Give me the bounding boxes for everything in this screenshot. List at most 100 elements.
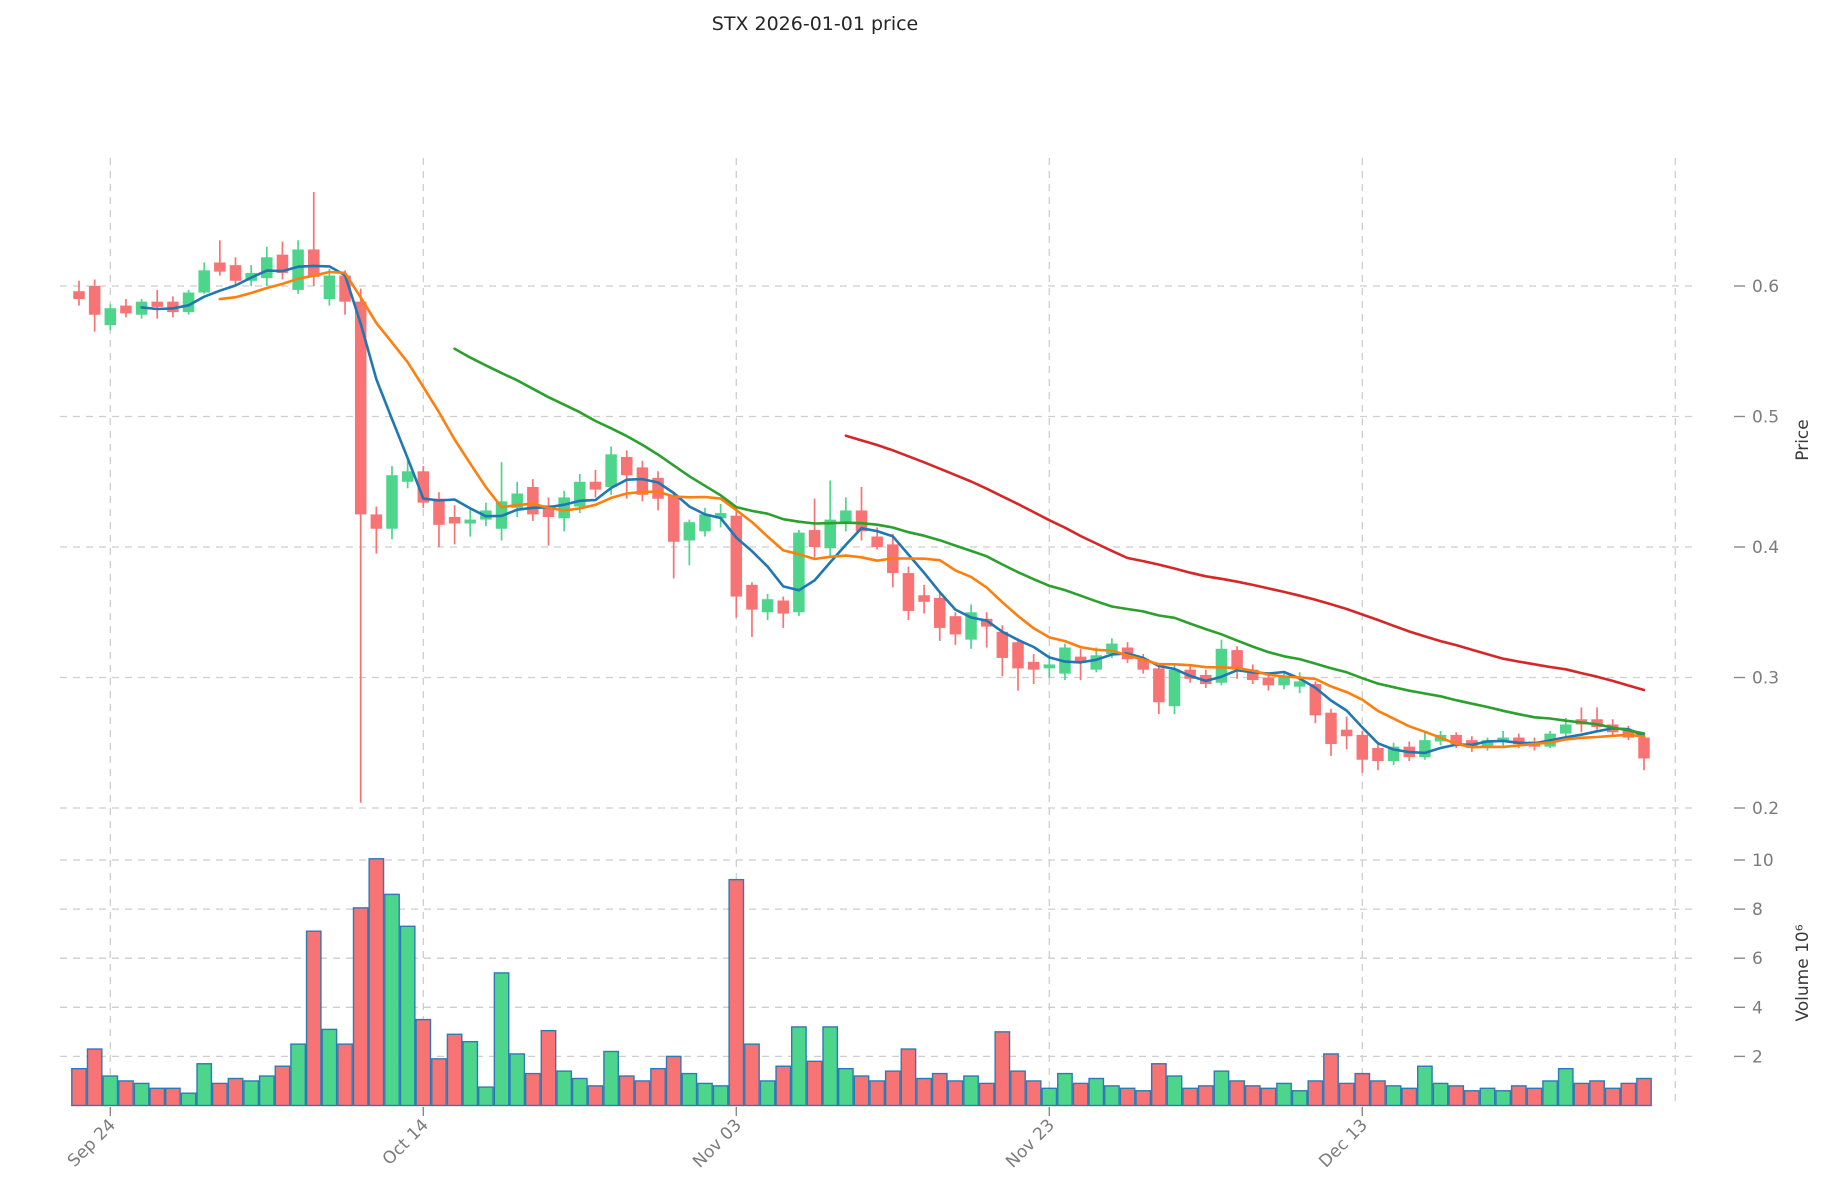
candle-body-down xyxy=(918,595,930,602)
volume-bar-down xyxy=(1573,1082,1590,1107)
volume-bar-down xyxy=(164,1087,181,1107)
volume-bar-down xyxy=(978,1082,995,1107)
candle-body-up xyxy=(104,308,117,326)
candle-body-up xyxy=(1560,724,1572,734)
candle-body-down xyxy=(448,516,461,524)
candle-body-up xyxy=(605,454,617,487)
candle-body-up xyxy=(761,599,774,613)
candle-body-down xyxy=(433,498,445,525)
volume-bar-up xyxy=(681,1072,698,1107)
volume-bar-down xyxy=(1401,1087,1418,1107)
volume-bar-up xyxy=(712,1085,729,1107)
candle-body-up xyxy=(1278,676,1290,686)
volume-bar-up xyxy=(1495,1090,1512,1107)
chart-title: STX 2026-01-01 price xyxy=(712,13,918,35)
volume-bar-up xyxy=(321,1028,338,1107)
candle-body-up xyxy=(386,475,398,529)
volume-bar-down xyxy=(1448,1085,1465,1107)
volume-bar-up xyxy=(1057,1072,1073,1107)
volume-bar-up xyxy=(1542,1080,1559,1107)
volume-bar-down xyxy=(118,1080,134,1107)
volume-bar-down xyxy=(1620,1082,1637,1107)
volume-bar-up xyxy=(196,1063,213,1107)
volume-bar-up xyxy=(509,1053,526,1107)
volume-bar-up xyxy=(180,1092,197,1107)
candle-body-up xyxy=(1215,648,1228,683)
moving-average-lines xyxy=(140,264,1646,755)
volume-bar-down xyxy=(900,1048,917,1107)
candle-body-up xyxy=(1387,746,1400,762)
volume-bar-up xyxy=(1385,1085,1402,1107)
volume-bar-down xyxy=(368,858,385,1107)
volume-tick-label: 6 xyxy=(1752,949,1763,969)
candle-body-down xyxy=(1356,734,1369,760)
candle-body-down xyxy=(339,275,351,302)
ma-long-line xyxy=(844,434,1646,692)
candle-body-up xyxy=(1497,737,1509,741)
candle-body-down xyxy=(1137,659,1149,670)
volume-bar-down xyxy=(1182,1087,1199,1107)
ma-medium-line xyxy=(218,270,1646,749)
candle-body-up xyxy=(1043,664,1056,669)
volume-bar-up xyxy=(493,972,510,1107)
candle-body-down xyxy=(1372,747,1384,762)
volume-bar-up xyxy=(1291,1090,1308,1107)
volume-bar-down xyxy=(650,1067,666,1107)
candle-body-down xyxy=(652,477,664,499)
volume-bar-up xyxy=(102,1075,119,1107)
x-tick-label: Oct 14 xyxy=(379,1115,433,1169)
volume-bar-up xyxy=(290,1043,306,1107)
volume-bar-up xyxy=(963,1075,979,1107)
volume-bar-down xyxy=(1604,1087,1621,1107)
candle-body-down xyxy=(1325,712,1337,745)
price-tick-label: 0.3 xyxy=(1752,669,1779,689)
volume-bar-down xyxy=(149,1087,166,1107)
candle-body-up xyxy=(464,519,476,524)
volume-bar-down xyxy=(1260,1087,1277,1107)
volume-bar-up xyxy=(603,1050,620,1107)
volume-bar-down xyxy=(227,1077,244,1107)
candle-body-down xyxy=(88,286,101,315)
candle-body-down xyxy=(667,496,680,542)
candle-body-down xyxy=(1231,650,1243,670)
candle-body-down xyxy=(308,249,320,277)
volume-bar-up xyxy=(1103,1085,1120,1107)
volume-bar-up xyxy=(1557,1067,1574,1107)
price-axis-label: Price xyxy=(1793,419,1813,460)
volume-bar-up xyxy=(462,1040,479,1107)
candle-body-down xyxy=(214,262,226,272)
price-tick-label: 0.2 xyxy=(1752,799,1779,819)
volume-bar-down xyxy=(211,1082,228,1107)
volume-bar-down xyxy=(634,1080,651,1107)
candle-body-down xyxy=(636,467,649,495)
volume-tick-label: 10 xyxy=(1752,851,1774,871)
candle-body-down xyxy=(354,301,367,515)
volume-bar-down xyxy=(884,1070,901,1107)
volume-bar-down xyxy=(1323,1053,1339,1107)
x-tick-label: Dec 13 xyxy=(1315,1115,1372,1172)
volume-bar-down xyxy=(431,1058,447,1107)
candlesticks xyxy=(73,192,1650,803)
volume-bar-down xyxy=(1072,1082,1089,1107)
volume-bar-up xyxy=(1041,1087,1058,1107)
candle-body-down xyxy=(1638,737,1650,759)
volume-tick-label: 8 xyxy=(1752,900,1763,920)
volume-tick-label: 2 xyxy=(1752,1047,1763,1067)
volume-bar-up xyxy=(1166,1075,1183,1107)
candle-body-down xyxy=(1200,674,1212,685)
candle-body-up xyxy=(714,513,727,519)
candle-body-up xyxy=(401,471,414,482)
volume-bar-up xyxy=(384,893,400,1107)
candle-body-up xyxy=(1090,655,1102,670)
volume-bar-up xyxy=(822,1026,839,1107)
candle-body-down xyxy=(746,584,758,610)
candle-body-up xyxy=(699,514,711,532)
candle-body-up xyxy=(574,481,586,507)
candle-body-up xyxy=(824,519,836,549)
volume-bar-down xyxy=(1510,1085,1527,1107)
candle-body-down xyxy=(871,536,883,547)
candle-body-down xyxy=(1309,684,1322,716)
candle-body-down xyxy=(996,631,1009,658)
candle-body-down xyxy=(808,530,821,547)
